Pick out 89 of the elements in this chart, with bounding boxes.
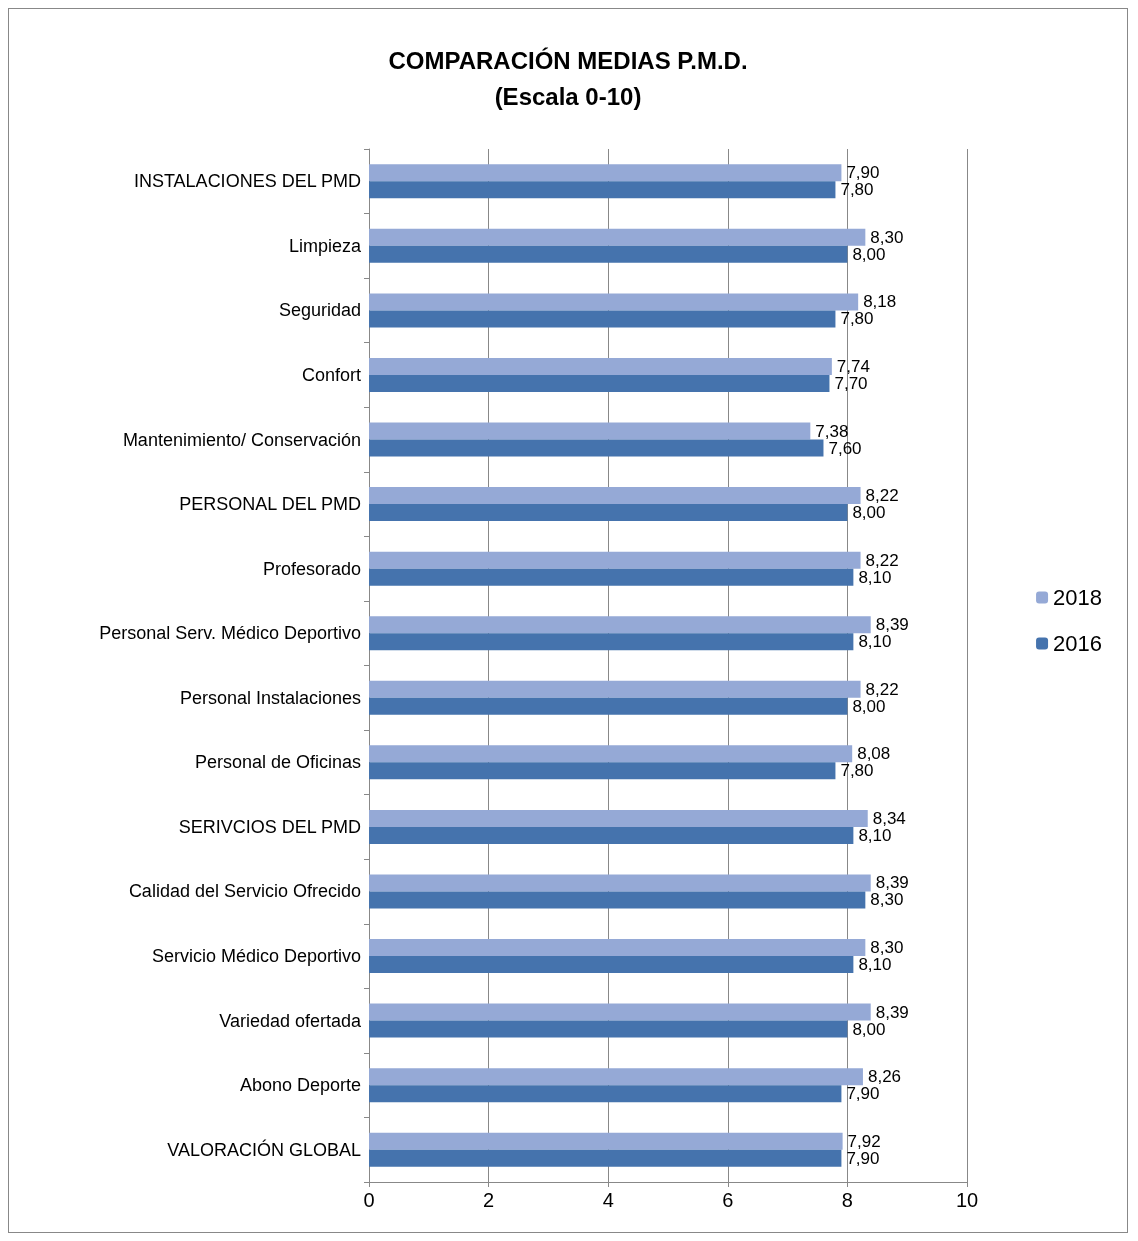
data-label: 8,34 [872, 808, 906, 828]
x-tick-label: 2 [483, 1189, 495, 1211]
bar [369, 504, 848, 522]
x-tick-label: 4 [602, 1189, 614, 1211]
bar [369, 762, 836, 780]
x-tick-label: 6 [722, 1189, 734, 1211]
legend-label: 2018 [1053, 585, 1103, 610]
data-label: 8,30 [870, 890, 904, 910]
bar [369, 357, 832, 375]
data-label: 8,30 [870, 938, 904, 958]
y-tick-label: INSTALACIONES DEL PMD [133, 171, 361, 192]
data-label: 8,10 [858, 825, 892, 845]
bar [369, 745, 853, 763]
x-tick-label: 8 [841, 1189, 853, 1211]
y-tick-label: Personal de Oficinas [194, 752, 361, 773]
bar [369, 809, 868, 827]
bar [369, 551, 861, 569]
bar [369, 293, 859, 311]
data-label: 8,39 [875, 615, 909, 635]
chart-title: COMPARACIÓN MEDIAS P.M.D. (Escala 0-10) [388, 46, 748, 110]
data-label: 8,22 [865, 679, 899, 699]
data-label: 8,39 [875, 873, 909, 893]
data-label: 7,80 [840, 309, 874, 329]
y-tick-label: Personal Serv. Médico Deportivo [99, 623, 361, 644]
bar [369, 633, 854, 651]
data-label: 8,00 [852, 1019, 886, 1039]
data-label: 8,39 [875, 1002, 909, 1022]
data-label: 8,00 [852, 503, 886, 523]
bar [369, 616, 871, 634]
y-tick-label: Servicio Médico Deportivo [151, 946, 361, 967]
bar [369, 1132, 843, 1150]
y-tick-label: Personal Instalaciones [179, 687, 361, 708]
data-label: 7,38 [815, 421, 849, 441]
bar [369, 891, 866, 909]
x-tick-label: 10 [955, 1189, 979, 1211]
bar [369, 680, 861, 698]
data-label: 7,74 [836, 356, 870, 376]
bar [369, 1020, 848, 1038]
legend-label: 2016 [1053, 631, 1103, 656]
y-tick-label: PERSONAL DEL PMD [179, 494, 361, 515]
y-tick-label: SERIVCIOS DEL PMD [178, 816, 361, 837]
bar [369, 310, 836, 328]
y-tick-label: Calidad del Servicio Ofrecido [128, 881, 361, 902]
bar [369, 826, 854, 844]
y-tick-label: Profesorado [262, 558, 361, 579]
bar [369, 164, 842, 182]
y-tick-label: Confort [301, 364, 361, 385]
bar [369, 1085, 842, 1103]
y-tick-label: Seguridad [278, 300, 361, 321]
bar [369, 181, 836, 199]
bar [369, 956, 854, 974]
data-label: 8,18 [863, 292, 897, 312]
bar [369, 1149, 842, 1167]
bar [369, 374, 830, 392]
y-tick-label: VALORACIÓN GLOBAL [167, 1138, 361, 1160]
bar [369, 487, 861, 505]
y-tick-label: Variedad ofertada [219, 1010, 362, 1031]
bar [369, 1068, 863, 1086]
data-label: 7,90 [846, 163, 880, 183]
y-tick-label: Mantenimiento/ Conservación [122, 429, 361, 450]
data-label: 8,10 [858, 567, 892, 587]
data-label: 7,70 [834, 373, 868, 393]
bar [369, 228, 866, 246]
bar [369, 939, 866, 957]
data-label: 8,22 [865, 486, 899, 506]
bar [369, 422, 811, 440]
data-label: 7,60 [828, 438, 862, 458]
data-label: 8,26 [867, 1067, 902, 1087]
data-label: 8,00 [852, 696, 886, 716]
bar [369, 874, 871, 892]
bar [369, 568, 854, 586]
bar [369, 697, 848, 715]
data-label: 7,80 [840, 761, 874, 781]
data-label: 8,10 [858, 955, 892, 975]
y-tick-label: Limpieza [288, 235, 362, 256]
data-label: 8,30 [870, 227, 904, 247]
bar [369, 1003, 871, 1021]
bar [369, 245, 848, 263]
data-label: 8,10 [858, 632, 892, 652]
data-label: 8,00 [852, 244, 886, 264]
data-label: 8,22 [865, 550, 899, 570]
data-label: 8,08 [857, 744, 891, 764]
data-label: 7,90 [846, 1084, 880, 1104]
data-label: 7,80 [840, 180, 874, 200]
x-tick-label: 0 [363, 1189, 375, 1211]
y-tick-label: Abono Deporte [239, 1075, 361, 1096]
data-label: 7,92 [847, 1131, 881, 1151]
data-label: 7,90 [846, 1148, 880, 1168]
bar [369, 439, 824, 457]
